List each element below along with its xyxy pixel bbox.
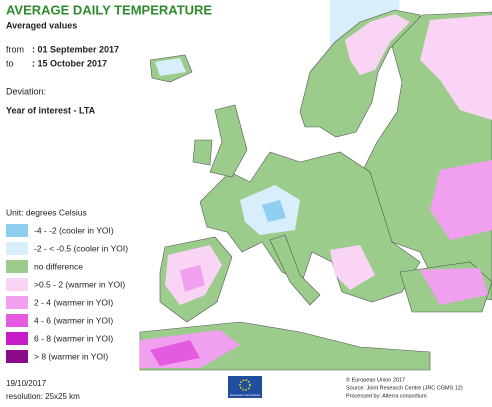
africa-warm-2 (150, 340, 200, 366)
legend-label: 6 - 8 (warmer in YOI) (34, 333, 113, 343)
header-panel (0, 0, 150, 200)
legend-label: >0.5 - 2 (warmer in YOI) (34, 279, 125, 289)
processed: Processed by: Alterra consortium (346, 393, 427, 399)
legend-swatch (6, 350, 28, 363)
legend-label: > 8 (warmer in YOI) (34, 351, 108, 361)
iceland-patch (155, 58, 186, 76)
eu-stars (239, 379, 251, 391)
resolution: resolution: 25x25 km (6, 392, 80, 401)
legend-label: 2 - 4 (warmer in YOI) (34, 297, 113, 307)
scandinavia-warm (345, 14, 410, 75)
source: Source: Joint Research Centre (JRC CGMS … (346, 385, 463, 391)
deviation-label: Deviation: (6, 86, 46, 96)
to-date: : 15 October 2017 (32, 58, 107, 68)
title: AVERAGE DAILY TEMPERATURE (6, 2, 212, 17)
east-warm-2 (430, 160, 492, 240)
logo-text: European Commission (230, 393, 261, 397)
to-label: to (6, 58, 14, 68)
subtitle: Averaged values (6, 20, 77, 30)
legend-label: no difference (34, 261, 83, 271)
deviation-value: Year of interest - LTA (6, 105, 96, 115)
legend: -4 - -2 (cooler in YOI) -2 - < -0.5 (cool… (6, 224, 128, 363)
legend-label: -4 - -2 (cooler in YOI) (34, 225, 114, 235)
date: 19/10/2017 (6, 379, 47, 388)
legend-swatch (6, 296, 28, 309)
east-warm (420, 15, 492, 120)
from-label: from (6, 44, 24, 54)
great-britain (209, 104, 248, 178)
eu-logo (228, 376, 262, 398)
legend-label: -2 - < -0.5 (cooler in YOI) (34, 243, 128, 253)
legend-swatch (6, 242, 28, 255)
legend-swatch (6, 260, 28, 273)
ireland (192, 139, 213, 166)
from-date: : 01 September 2017 (32, 44, 119, 54)
unit: Unit: degrees Celsius (6, 207, 87, 217)
legend-swatch (6, 278, 28, 291)
legend-label: 4 - 6 (warmer in YOI) (34, 315, 113, 325)
italy (269, 234, 321, 306)
copyright: © European Union 2017 (346, 376, 405, 383)
balkan-warm (330, 245, 375, 290)
legend-swatch (6, 332, 28, 345)
legend-swatch (6, 314, 28, 327)
turkey-warm (420, 268, 488, 305)
map (139, 0, 492, 371)
iberia-warm-2 (180, 265, 205, 292)
legend-swatch (6, 224, 28, 237)
central-cool-2 (262, 200, 286, 222)
